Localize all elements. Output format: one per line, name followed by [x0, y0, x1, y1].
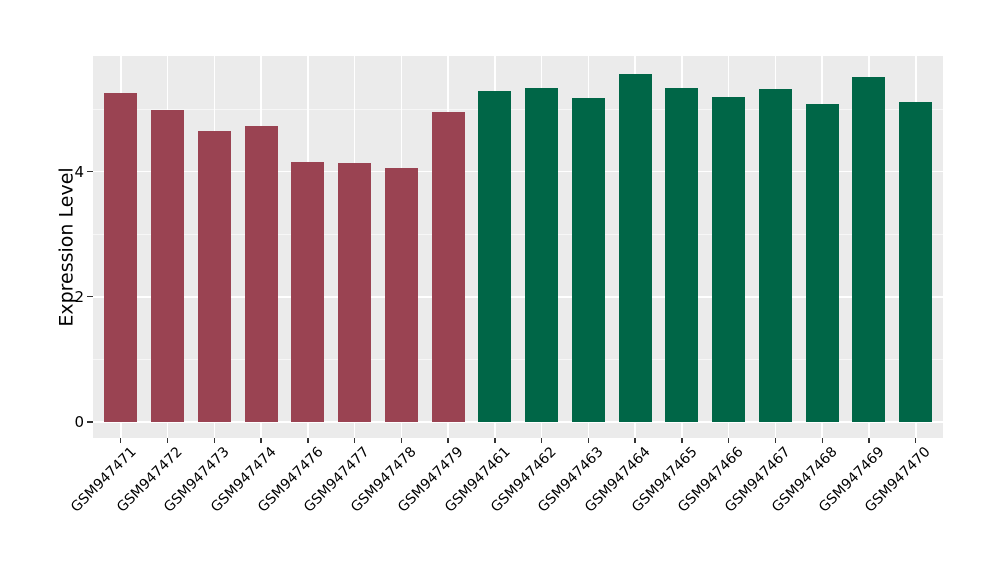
gridline-minor: [93, 358, 943, 360]
bar: [338, 162, 372, 422]
y-axis-label-column: Expression Level: [47, 56, 87, 438]
x-tick-mark: [494, 438, 496, 443]
bar: [151, 110, 185, 422]
x-tick-mark: [447, 438, 449, 443]
y-tick-mark: [87, 296, 93, 298]
bar: [665, 87, 699, 422]
bar: [712, 97, 746, 422]
bar: [244, 125, 278, 422]
gridline-major: [93, 296, 943, 298]
bar: [618, 73, 652, 422]
bar: [431, 112, 465, 422]
x-tick-mark: [587, 438, 590, 443]
x-tick-mark: [634, 438, 636, 443]
gridline-minor: [93, 233, 943, 235]
bar: [104, 92, 138, 422]
y-tick-mark: [87, 170, 93, 173]
y-tick-mark: [87, 421, 93, 423]
bar: [899, 102, 933, 422]
x-tick-mark: [727, 438, 730, 443]
gridline-minor: [93, 108, 943, 110]
x-tick-mark: [868, 438, 870, 443]
plot-panel: [93, 56, 943, 438]
y-tick-label: 0: [74, 413, 84, 431]
bar: [758, 88, 792, 422]
x-tick-mark: [353, 438, 356, 443]
x-tick-mark: [540, 438, 543, 443]
gridline-major: [93, 421, 943, 423]
x-tick-mark: [821, 438, 823, 443]
gridline-major: [93, 170, 943, 173]
x-tick-mark: [213, 438, 215, 443]
x-tick-mark: [681, 438, 683, 443]
bar: [478, 91, 512, 422]
x-tick-mark: [260, 438, 262, 443]
x-tick-mark: [120, 438, 122, 443]
x-tick-mark: [774, 438, 777, 443]
y-tick-label: 2: [74, 287, 84, 306]
bar: [805, 103, 839, 422]
bar: [384, 167, 418, 422]
bar: [571, 97, 605, 422]
bar: [197, 130, 231, 422]
bar: [525, 88, 559, 422]
x-tick-mark: [307, 438, 309, 443]
x-tick-mark: [166, 438, 169, 443]
bar: [852, 77, 886, 422]
x-tick-mark: [400, 438, 403, 443]
bar: [291, 161, 325, 422]
x-tick-mark: [915, 438, 917, 443]
y-tick-label: 4: [74, 162, 84, 181]
